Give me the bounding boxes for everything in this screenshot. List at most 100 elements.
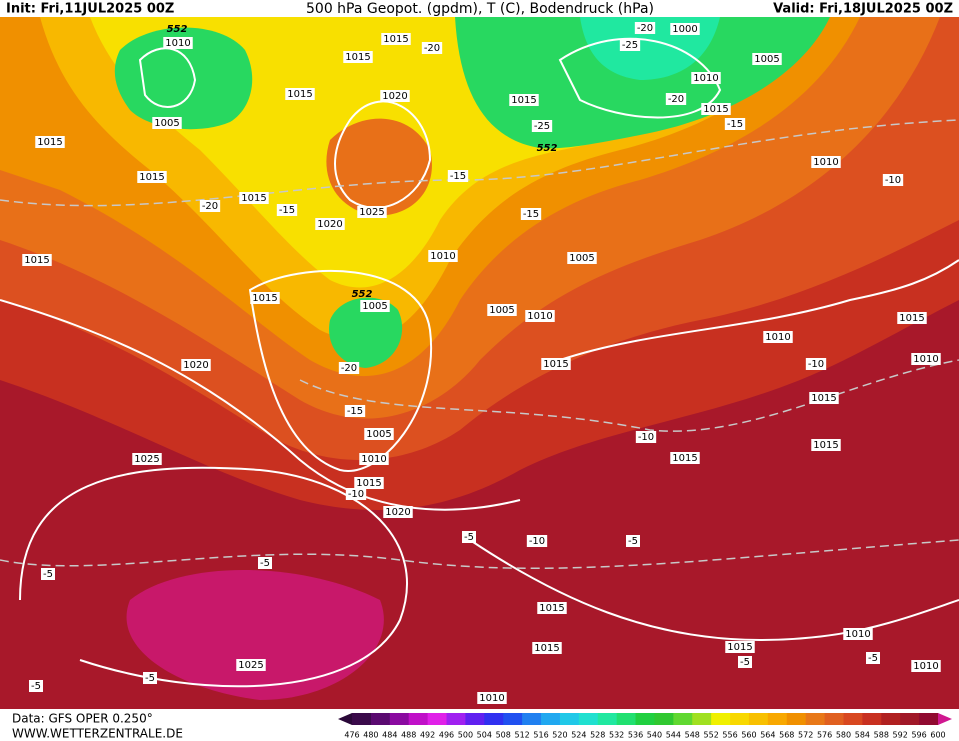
colorbar-label: 560 xyxy=(741,731,756,740)
isoline-label-text: -5 xyxy=(260,558,270,569)
isoline-label: -10 xyxy=(526,535,548,547)
isoline-label-text: -20 xyxy=(637,23,653,34)
colorbar-swatch xyxy=(465,713,485,725)
isoline-label-text: -10 xyxy=(348,489,364,500)
isoline-label-text: -20 xyxy=(668,94,684,105)
isoline-label: -5 xyxy=(462,531,476,543)
isoline-label: 1005 xyxy=(752,53,782,65)
colorbar-swatch xyxy=(427,713,448,725)
field-high xyxy=(126,570,384,700)
isoline-label: -10 xyxy=(635,431,657,443)
isoline-label: 1015 xyxy=(343,51,373,63)
isoline-label-text: -15 xyxy=(523,209,539,220)
colorbar-swatch xyxy=(654,713,674,725)
label-box xyxy=(911,353,941,365)
isoline-label: 1020 xyxy=(383,506,413,518)
label-box xyxy=(29,680,43,692)
isoline-label: 1015 xyxy=(725,641,755,653)
isoline-label-text: -5 xyxy=(43,569,53,580)
isoline-label: 1005 xyxy=(152,117,182,129)
label-box xyxy=(152,117,182,129)
label-box xyxy=(532,642,562,654)
isoline-label: -10 xyxy=(882,174,904,186)
isoline-label: -5 xyxy=(143,672,157,684)
isoline-label: 1015 xyxy=(897,312,927,324)
label-box xyxy=(477,692,507,704)
isoline-label: 1025 xyxy=(357,206,387,218)
label-box xyxy=(132,453,162,465)
colorbar-swatch xyxy=(352,713,372,725)
isoline-label: -5 xyxy=(738,656,752,668)
colorbar-label: 484 xyxy=(382,731,397,740)
isoline-label: 1015 xyxy=(381,33,411,45)
isobar xyxy=(469,539,959,642)
isoline-label-text: -10 xyxy=(638,432,654,443)
colorbar-swatch xyxy=(843,713,863,725)
isoline-label-text: 1015 xyxy=(727,642,752,653)
isobar xyxy=(248,270,433,472)
isoline-label-text: 1015 xyxy=(534,643,559,654)
colorbar-swatch xyxy=(541,713,561,725)
isoline-label-text: 1010 xyxy=(913,354,938,365)
colorbar-label: 584 xyxy=(855,731,870,740)
isoline-label-text: 1020 xyxy=(385,507,410,518)
isoline-label: -15 xyxy=(276,204,298,216)
colorbar-label: 488 xyxy=(401,731,416,740)
label-box xyxy=(897,312,927,324)
colorbar-label: 500 xyxy=(458,731,473,740)
label-box xyxy=(665,93,687,105)
isoline-label-text: -20 xyxy=(424,43,440,54)
label-box xyxy=(360,300,390,312)
isoline-label: -25 xyxy=(619,39,641,51)
isoline-label: 1015 xyxy=(509,94,539,106)
label-box xyxy=(531,120,553,132)
isoline-label-text: -15 xyxy=(727,119,743,130)
isoline-label-text: 1010 xyxy=(813,157,838,168)
isoline-label-text: 1015 xyxy=(511,95,536,106)
isoline-label-text: -15 xyxy=(347,406,363,417)
isobar xyxy=(138,47,197,108)
isotherm xyxy=(0,539,959,570)
label-box xyxy=(809,392,839,404)
colorbar-label: 476 xyxy=(344,731,359,740)
isoline-label-text: -5 xyxy=(628,536,638,547)
label-box xyxy=(520,208,542,220)
isobar xyxy=(0,299,521,511)
label-box xyxy=(843,628,873,640)
colorbar-label: 504 xyxy=(477,731,492,740)
isoline-label: -20 xyxy=(338,362,360,374)
isoline-label-text: -15 xyxy=(450,171,466,182)
colorbar-swatch xyxy=(824,713,844,725)
colorbar-label: 496 xyxy=(439,731,454,740)
colorbar-swatch xyxy=(635,713,655,725)
field xyxy=(0,17,959,709)
isoline-label-text: 1025 xyxy=(134,454,159,465)
isoline-label-text: 1005 xyxy=(754,54,779,65)
field-low xyxy=(329,297,403,368)
label-box xyxy=(763,331,793,343)
isoline-label: 1010 xyxy=(843,628,873,640)
colorbar-label: 480 xyxy=(363,731,378,740)
isoline-label: 1020 xyxy=(380,90,410,102)
label-box xyxy=(805,358,827,370)
isoline-label-text: 1005 xyxy=(366,429,391,440)
isobar xyxy=(19,466,408,688)
isoline-label: -5 xyxy=(626,535,640,547)
isoline-label: -15 xyxy=(724,118,746,130)
isoline-label: 1005 xyxy=(360,300,390,312)
label-box xyxy=(143,672,157,684)
label-box xyxy=(181,359,211,371)
label-box xyxy=(541,358,571,370)
colorbar-label: 576 xyxy=(817,731,832,740)
contour-label: 552 xyxy=(537,143,558,154)
isoline-label-text: 1015 xyxy=(287,89,312,100)
isoline-label-text: 1010 xyxy=(765,332,790,343)
colorbar-label: 528 xyxy=(590,731,605,740)
colorbar-swatch xyxy=(862,713,882,725)
isoline-label: 1015 xyxy=(541,358,571,370)
header-bar xyxy=(0,0,959,17)
label-box xyxy=(691,72,721,84)
label-box xyxy=(381,33,411,45)
isoline-label-text: 1020 xyxy=(382,91,407,102)
